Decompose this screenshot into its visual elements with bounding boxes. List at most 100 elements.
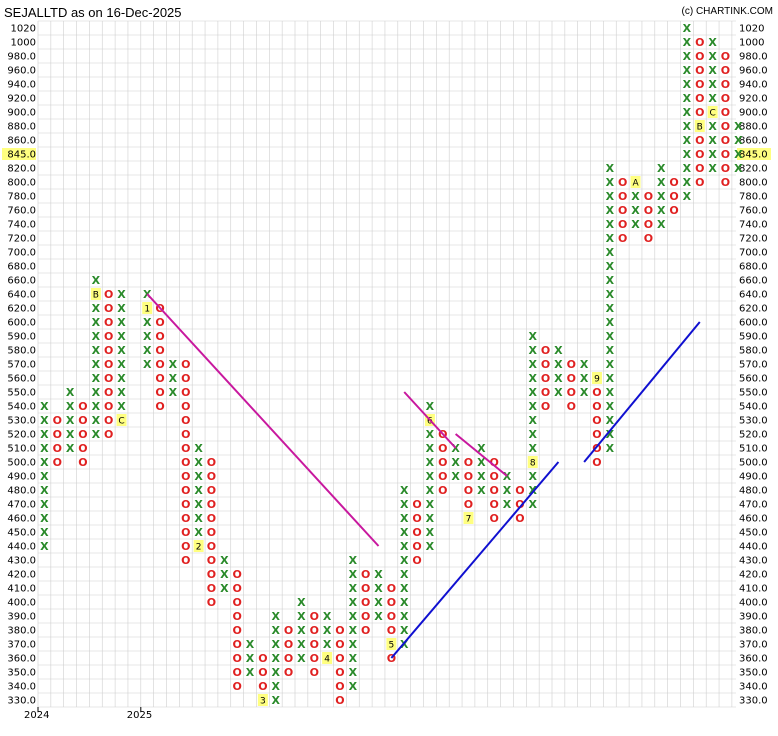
o-box: O	[155, 372, 164, 385]
o-box: O	[618, 204, 627, 217]
x-box: X	[40, 456, 49, 469]
y-tick-label: 720.0	[739, 234, 768, 245]
o-box: O	[387, 582, 396, 595]
y-tick-label: 660.0	[7, 276, 36, 287]
x-box: X	[143, 344, 152, 357]
x-box: X	[734, 120, 743, 133]
x-box: X	[683, 120, 692, 133]
x-box: X	[92, 428, 101, 441]
x-box: X	[683, 148, 692, 161]
o-box: O	[155, 316, 164, 329]
x-box: X	[271, 652, 280, 665]
x-box: X	[66, 386, 75, 399]
o-box: O	[207, 512, 216, 525]
downtrend-line	[454, 433, 508, 477]
o-box: O	[361, 582, 370, 595]
x-box: X	[683, 36, 692, 49]
x-box: X	[349, 638, 358, 651]
x-box: X	[528, 414, 537, 427]
y-tick-label: 760.0	[739, 206, 768, 217]
x-box: X	[554, 358, 563, 371]
month-marker: 8	[530, 459, 536, 469]
o-box: O	[207, 484, 216, 497]
o-box: O	[258, 666, 267, 679]
x-box: X	[426, 512, 435, 525]
x-box: X	[528, 428, 537, 441]
y-tick-label: 470.0	[7, 500, 36, 511]
o-box: O	[721, 148, 730, 161]
x-box: X	[606, 400, 615, 413]
y-tick-label: 430.0	[7, 556, 36, 567]
o-box: O	[104, 316, 113, 329]
y-tick-label: 880.0	[739, 122, 768, 133]
month-marker: C	[118, 417, 124, 427]
y-tick-label: 420.0	[739, 570, 768, 581]
x-box: X	[477, 470, 486, 483]
o-box: O	[258, 680, 267, 693]
x-box: X	[554, 386, 563, 399]
x-box: X	[349, 596, 358, 609]
chart-title: SEJALLTD as on 16-Dec-2025	[4, 5, 182, 20]
x-box: X	[528, 344, 537, 357]
month-marker: 3	[260, 697, 266, 707]
y-tick-label: 410.0	[7, 584, 36, 595]
y-tick-label: 660.0	[739, 276, 768, 287]
y-tick-label: 960.0	[7, 66, 36, 77]
x-box: X	[657, 204, 666, 217]
o-box: O	[361, 596, 370, 609]
month-marker: A	[632, 179, 639, 189]
y-tick-label: 570.0	[739, 360, 768, 371]
y-tick-label: 640.0	[739, 290, 768, 301]
o-box: O	[207, 470, 216, 483]
x-box: X	[66, 428, 75, 441]
o-box: O	[464, 470, 473, 483]
o-box: O	[464, 484, 473, 497]
o-box: O	[515, 484, 524, 497]
pnf-columns: XXXXXXXXXXXOOOOXXXXXOOOOOXXXXXXXXXXBXOOO…	[40, 22, 743, 707]
y-axis-left: 330.0 340.0 350.0 360.0 370.0 380.0 390.0 400.0…	[2, 24, 36, 707]
o-box: O	[310, 652, 319, 665]
x-box: X	[426, 400, 435, 413]
x-box: X	[528, 400, 537, 413]
x-box: X	[349, 680, 358, 693]
o-box: O	[567, 386, 576, 399]
month-marker: 2	[196, 543, 202, 553]
x-box: X	[631, 190, 640, 203]
x-box: X	[194, 484, 203, 497]
o-box: O	[78, 456, 87, 469]
y-tick-label: 590.0	[739, 332, 768, 343]
o-box: O	[155, 358, 164, 371]
x-box: X	[657, 218, 666, 231]
o-box: O	[515, 512, 524, 525]
x-box: X	[426, 456, 435, 469]
y-tick-label: 800.0	[739, 178, 768, 189]
o-box: O	[721, 120, 730, 133]
month-marker-bg	[322, 652, 333, 664]
o-box: O	[721, 92, 730, 105]
o-box: O	[721, 106, 730, 119]
o-box: O	[695, 64, 704, 77]
x-box: X	[528, 470, 537, 483]
x-box: X	[92, 358, 101, 371]
y-tick-label: 740.0	[739, 220, 768, 231]
o-box: O	[104, 302, 113, 315]
y-tick-label: 480.0	[7, 486, 36, 497]
y-tick-label: 820.0	[739, 164, 768, 175]
x-box: X	[503, 470, 512, 483]
o-box: O	[335, 666, 344, 679]
x-box: X	[40, 484, 49, 497]
o-box: O	[592, 428, 601, 441]
y-tick-label: 600.0	[739, 318, 768, 329]
y-tick-label: 900.0	[7, 108, 36, 119]
o-box: O	[412, 540, 421, 553]
o-box: O	[181, 484, 190, 497]
y-tick-label: 360.0	[739, 654, 768, 665]
x-box: X	[606, 316, 615, 329]
x-box: X	[297, 596, 306, 609]
o-box: O	[669, 204, 678, 217]
x-box: X	[92, 400, 101, 413]
o-box: O	[695, 92, 704, 105]
o-box: O	[592, 442, 601, 455]
y-tick-label: 490.0	[7, 472, 36, 483]
o-box: O	[310, 666, 319, 679]
